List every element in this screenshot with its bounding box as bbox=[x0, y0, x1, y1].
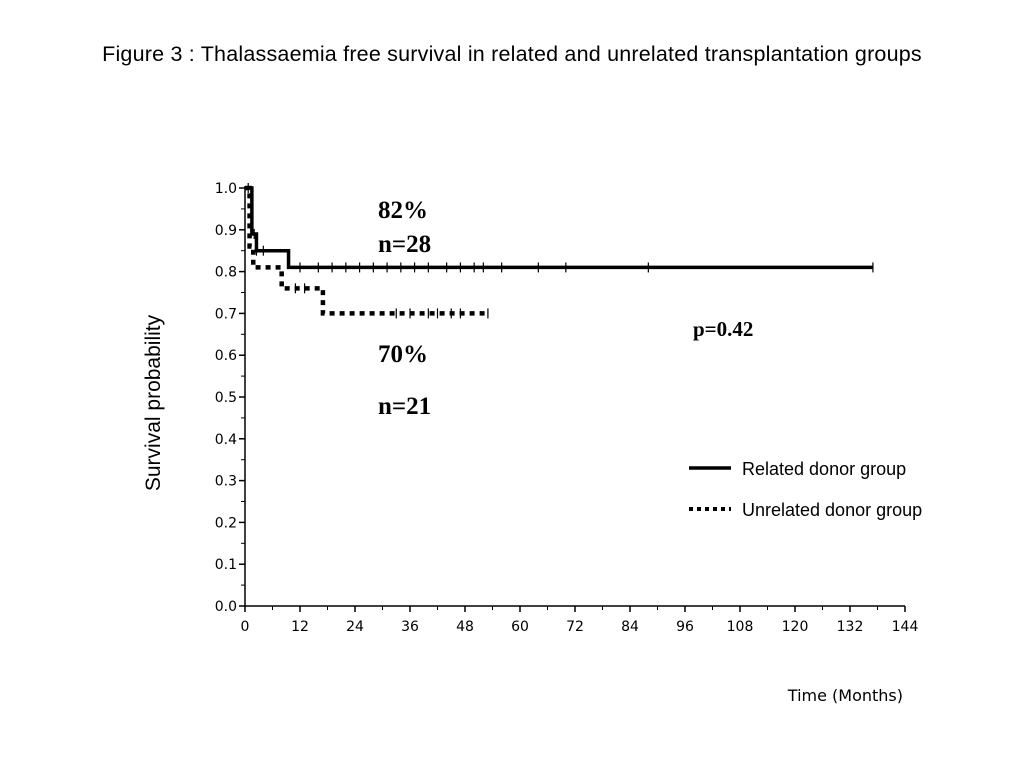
related-survival-curve bbox=[245, 186, 873, 270]
y-tick-label: 0.0 bbox=[215, 599, 237, 615]
x-tick-label: 24 bbox=[346, 619, 364, 635]
y-tick-label: 0.9 bbox=[215, 223, 237, 239]
y-tick-labels: 0.0 0.1 0.2 0.3 0.4 0.5 0.6 0.7 0.8 0.9 1.0 bbox=[215, 181, 237, 615]
x-tick-label: 36 bbox=[401, 619, 419, 635]
survival-curves bbox=[245, 183, 874, 319]
x-tick-label: 120 bbox=[782, 619, 809, 635]
unrelated-percent-annotation: 70% bbox=[378, 341, 428, 368]
y-tick-label: 0.3 bbox=[215, 474, 237, 490]
x-tick-label: 84 bbox=[621, 619, 639, 635]
p-value-annotation: p=0.42 bbox=[693, 317, 753, 341]
y-tick-label: 0.6 bbox=[215, 348, 237, 364]
x-tick-labels: 0 12 24 36 48 60 72 84 96 108 120 132 144 bbox=[241, 619, 919, 635]
y-tick-label: 0.5 bbox=[215, 390, 237, 406]
x-tick-label: 132 bbox=[837, 619, 864, 635]
unrelated-n-annotation: n=21 bbox=[378, 393, 431, 420]
y-tick-label: 0.4 bbox=[215, 432, 237, 448]
x-tick-label: 0 bbox=[241, 619, 250, 635]
axes bbox=[239, 186, 906, 612]
x-tick-label: 60 bbox=[511, 619, 529, 635]
y-tick-label: 0.8 bbox=[215, 265, 237, 281]
y-tick-label: 0.2 bbox=[215, 515, 237, 531]
related-percent-annotation: 82% bbox=[378, 197, 428, 224]
y-tick-label: 0.1 bbox=[215, 557, 237, 573]
legend-unrelated-label: Unrelated donor group bbox=[742, 500, 922, 520]
unrelated-survival-curve bbox=[245, 185, 488, 316]
related-n-annotation: n=28 bbox=[378, 231, 431, 258]
y-tick-label: 1.0 bbox=[215, 181, 237, 197]
x-tick-label: 108 bbox=[727, 619, 754, 635]
y-tick-label: 0.7 bbox=[215, 306, 237, 322]
x-tick-label: 72 bbox=[566, 619, 584, 635]
x-tick-label: 12 bbox=[291, 619, 309, 635]
figure-title: Figure 3 : Thalassaemia free survival in… bbox=[102, 42, 922, 66]
y-axis-label: Survival probability bbox=[142, 314, 165, 491]
x-axis-label: Time (Months) bbox=[787, 686, 903, 705]
legend: Related donor group Unrelated donor grou… bbox=[689, 459, 922, 520]
x-tick-label: 48 bbox=[456, 619, 474, 635]
legend-related-label: Related donor group bbox=[742, 459, 906, 479]
x-tick-label: 96 bbox=[676, 619, 694, 635]
x-tick-label: 144 bbox=[892, 619, 919, 635]
